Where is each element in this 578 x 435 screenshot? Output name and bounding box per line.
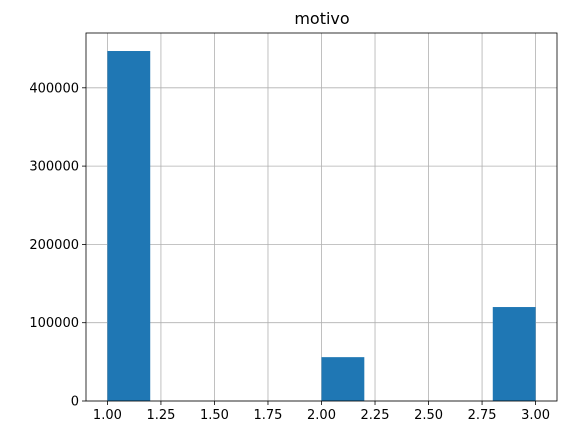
x-tick-label-1: 1.25 [146,408,175,423]
y-tick-label-1: 100000 [29,316,79,331]
histogram-bar-9 [492,307,536,401]
x-tick-label-2: 1.50 [200,408,229,423]
histogram-bar-5 [321,357,365,401]
x-tick-label-3: 1.75 [254,408,283,423]
x-tick-label-5: 2.25 [361,408,390,423]
x-tick-label-7: 2.75 [468,408,497,423]
x-tick-label-8: 3.00 [521,408,550,423]
y-tick-label-0: 0 [71,395,79,410]
x-tick-label-6: 2.50 [414,408,443,423]
y-tick-label-4: 400000 [29,81,79,96]
plot-area: 1.00 1.25 1.50 1.75 2.00 2.25 2.50 2.75 3.00 0 100… [29,32,558,423]
y-tick-label-3: 300000 [29,160,79,175]
y-tick-label-2: 200000 [29,238,79,253]
x-tick-label-0: 1.00 [93,408,122,423]
x-tick-label-4: 2.00 [307,408,336,423]
chart-title: motivo [294,9,349,28]
histogram-bar-0 [107,51,151,401]
